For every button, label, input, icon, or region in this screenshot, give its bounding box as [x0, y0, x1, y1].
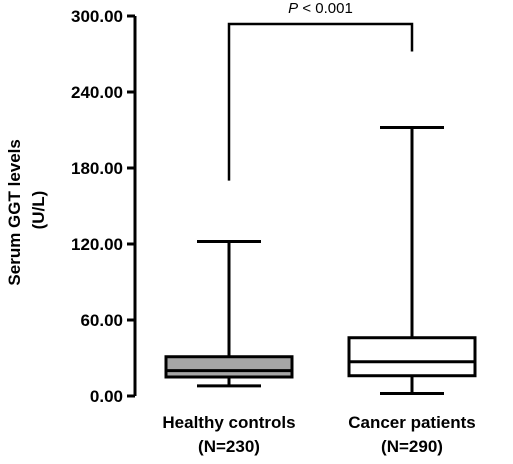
y-tick-label: 240.00: [71, 83, 123, 102]
y-tick-label: 0.00: [90, 387, 123, 406]
category-n-label: (N=290): [381, 437, 443, 456]
p-value-label: P < 0.001: [288, 0, 353, 17]
y-axis-label: Serum GGT levels (U/L): [5, 134, 48, 285]
box-group: [164, 239, 294, 388]
boxes: [164, 125, 477, 395]
y-tick-label: 300.00: [71, 7, 123, 26]
p-value-text: < 0.001: [298, 0, 353, 17]
y-tick-label: 60.00: [80, 311, 123, 330]
y-tick-label: 180.00: [71, 159, 123, 178]
y-axis-label-line1: Serum GGT levels: [5, 139, 24, 285]
category-label: Healthy controls: [162, 413, 295, 432]
iqr-box: [164, 355, 294, 379]
y-tick-label: 120.00: [71, 235, 123, 254]
y-axis-label-line2: (U/L): [29, 191, 48, 230]
significance-bracket: P < 0.001: [227, 0, 414, 181]
category-label: Cancer patients: [348, 413, 476, 432]
iqr-box: [347, 336, 477, 378]
bracket-line: [227, 22, 414, 181]
p-symbol: P: [288, 0, 298, 17]
category-n-label: (N=230): [198, 437, 260, 456]
category-labels: Healthy controls (N=230) Cancer patients (N…: [162, 413, 475, 456]
y-ticks: 0.00 60.00 120.00 180.00 240.00 300.00: [71, 7, 135, 406]
box-group: [347, 125, 477, 395]
